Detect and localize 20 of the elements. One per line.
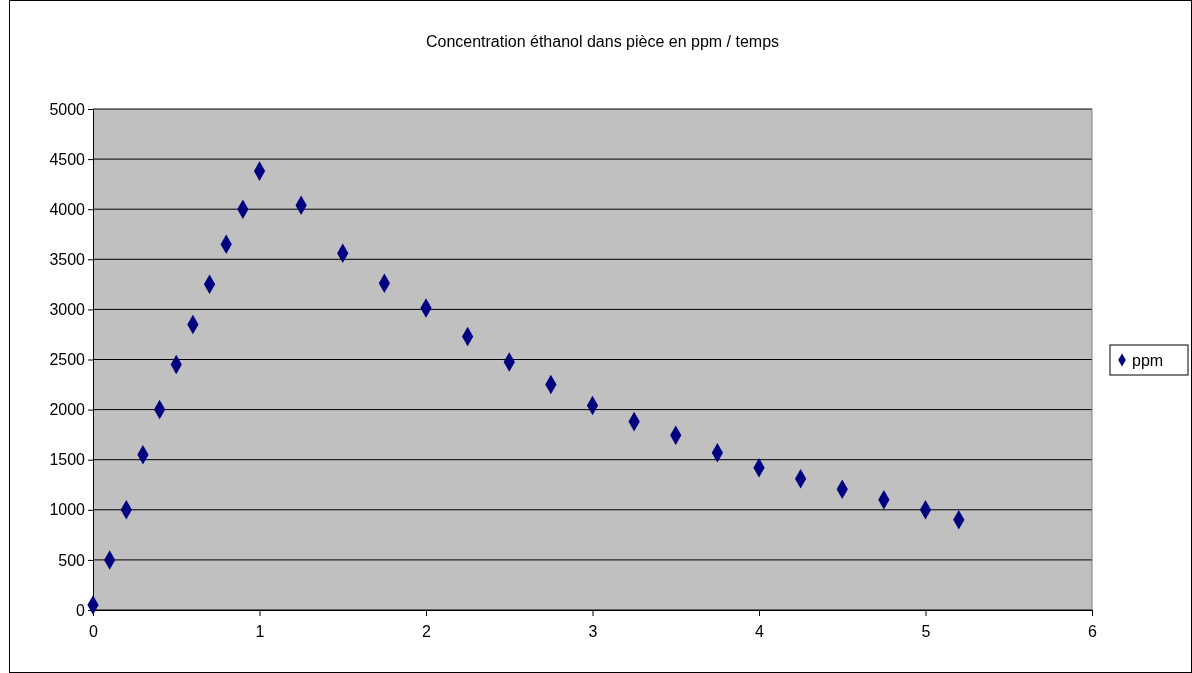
x-tick-label: 2 (422, 622, 432, 640)
chart-title: Concentration éthanol dans pièce en ppm / temps (425, 33, 780, 50)
x-tick-label: 0 (89, 622, 99, 640)
y-tick-label: 1000 (49, 501, 86, 519)
x-tick-label: 6 (1088, 622, 1098, 640)
x-tick-label: 3 (588, 622, 598, 640)
y-tick-label: 4000 (49, 200, 86, 218)
x-tick-label: 5 (921, 622, 931, 640)
y-tick-label: 3000 (49, 301, 86, 319)
y-tick-label: 0 (76, 601, 86, 619)
y-tick-label: 500 (58, 551, 86, 569)
y-tick-label: 4500 (49, 150, 86, 168)
y-tick-label: 2500 (49, 351, 86, 369)
x-tick-label: 1 (255, 622, 265, 640)
y-tick-label: 1500 (49, 451, 86, 469)
y-tick-label: 3500 (49, 250, 86, 268)
y-tick-label: 2000 (49, 401, 86, 419)
x-tick-label: 4 (755, 622, 765, 640)
legend-label: ppm (1132, 352, 1164, 369)
y-tick-label: 5000 (49, 100, 86, 118)
